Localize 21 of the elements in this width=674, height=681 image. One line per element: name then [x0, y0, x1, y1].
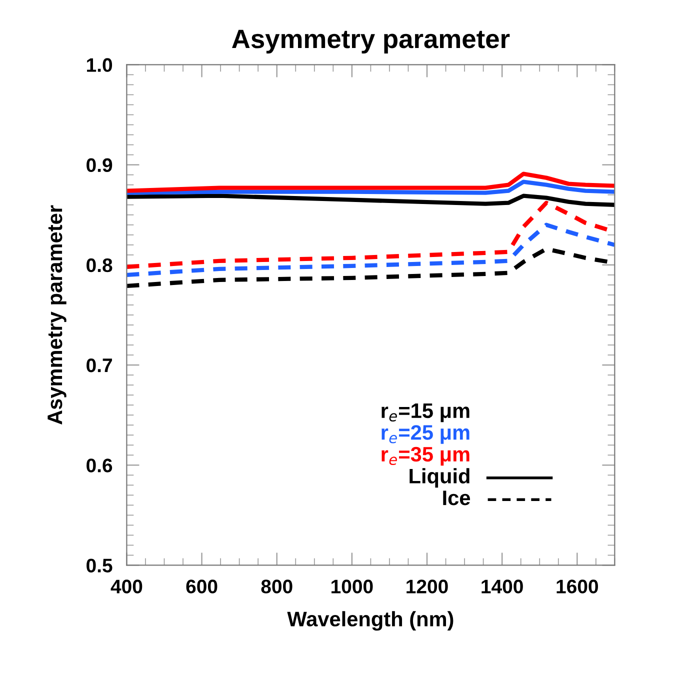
annotation: Ice: [443, 490, 470, 506]
x-tick-label: 400: [110, 580, 142, 594]
y-tick-label: 0.5: [86, 558, 112, 572]
x-tick-label: 1200: [406, 580, 448, 594]
x-tick-label: 600: [186, 580, 218, 594]
y-tick-label: 0.6: [86, 458, 112, 472]
y-axis-title: Asymmetry parameter: [48, 205, 66, 424]
annotation: r$_{e}$=15 μm: [382, 404, 470, 422]
x-tick-label: 1400: [482, 580, 523, 594]
x-axis-title: Wavelength (nm): [287, 611, 454, 631]
x-tick-label: 1600: [556, 580, 598, 594]
annotation: Liquid: [410, 468, 470, 488]
annotation: r$_{e}$=35 μm: [382, 446, 470, 466]
y-tick-label: 0.9: [86, 158, 112, 172]
x-tick-label: 800: [261, 580, 292, 594]
y-tick-label: 1.0: [87, 58, 112, 72]
y-tick-label: 0.8: [86, 258, 112, 272]
x-tick-label: 1000: [332, 580, 373, 594]
chart-title: Asymmetry parameter: [232, 30, 510, 54]
annotation: r$_{e}$=25 μm: [382, 425, 470, 444]
y-tick-label: 0.7: [86, 358, 112, 372]
